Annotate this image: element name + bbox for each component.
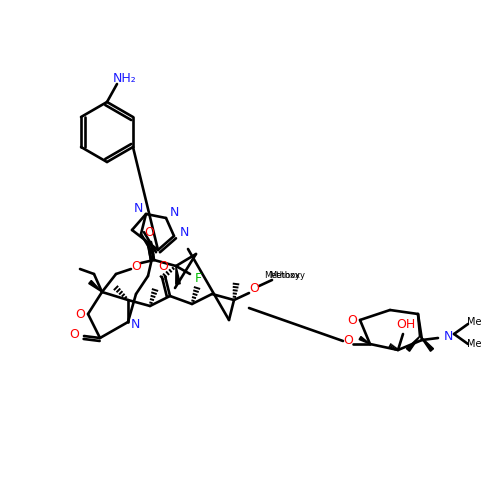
Polygon shape — [406, 336, 420, 351]
Text: N: N — [444, 330, 452, 342]
Text: O: O — [347, 314, 357, 326]
Polygon shape — [176, 266, 180, 284]
Text: O: O — [249, 282, 259, 294]
Text: OH: OH — [396, 318, 415, 330]
Text: N: N — [180, 226, 188, 238]
Text: Methoxy: Methoxy — [264, 272, 300, 280]
Text: O: O — [75, 308, 85, 320]
Polygon shape — [359, 336, 370, 344]
Text: O: O — [158, 260, 168, 272]
Text: N: N — [134, 202, 142, 215]
Text: O: O — [131, 260, 141, 272]
Text: F: F — [194, 272, 202, 284]
Text: Methoxy: Methoxy — [269, 271, 305, 280]
Text: Me: Me — [467, 339, 481, 349]
Text: N: N — [130, 318, 140, 332]
Polygon shape — [88, 280, 102, 292]
Text: NH₂: NH₂ — [113, 72, 137, 85]
Text: N: N — [170, 206, 178, 218]
Text: Me: Me — [467, 317, 481, 327]
Text: O: O — [343, 334, 353, 347]
Polygon shape — [420, 336, 434, 351]
Text: O: O — [69, 328, 79, 340]
Text: O: O — [144, 226, 154, 238]
